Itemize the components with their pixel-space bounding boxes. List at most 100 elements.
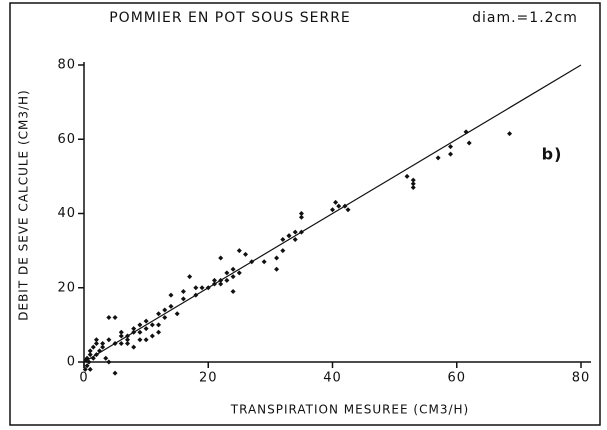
- point: [280, 248, 286, 254]
- point: [97, 348, 103, 354]
- point: [162, 307, 168, 313]
- point: [93, 337, 99, 343]
- x-tick-label: 0: [79, 371, 88, 386]
- point: [156, 322, 162, 328]
- point: [448, 151, 454, 157]
- point: [87, 366, 93, 372]
- point: [298, 214, 304, 220]
- point: [193, 292, 199, 298]
- frame: [9, 2, 601, 426]
- point: [131, 329, 137, 335]
- point: [112, 314, 118, 320]
- x-axis-label: TRANSPIRATION MESUREE (CM3/H): [230, 403, 469, 417]
- point: [118, 333, 124, 339]
- point: [236, 270, 242, 276]
- chart-subtitle: diam.=1.2cm: [472, 10, 578, 26]
- point: [274, 266, 280, 272]
- point: [292, 236, 298, 242]
- point: [143, 318, 149, 324]
- point: [168, 292, 174, 298]
- point: [84, 363, 90, 369]
- point: [112, 340, 118, 346]
- point: [187, 274, 193, 280]
- point: [286, 233, 292, 239]
- point: [448, 144, 454, 150]
- point: [90, 355, 96, 361]
- point: [410, 185, 416, 191]
- point: [342, 203, 348, 209]
- y-axis-label: DEBIT DE SEVE CALCULE (CM3/H): [17, 89, 31, 321]
- y-tick-label: 0: [67, 355, 76, 370]
- chart-title: POMMIER EN POT SOUS SERRE: [109, 10, 351, 26]
- point: [218, 277, 224, 283]
- point: [218, 281, 224, 287]
- point: [82, 366, 88, 372]
- point: [90, 344, 96, 350]
- point: [156, 329, 162, 335]
- point: [224, 270, 230, 276]
- point: [87, 352, 93, 358]
- point: [162, 314, 168, 320]
- x-tick-label: 40: [323, 371, 342, 386]
- point: [205, 285, 211, 291]
- point: [118, 329, 124, 335]
- point: [124, 333, 130, 339]
- x-tick-label: 20: [199, 371, 218, 386]
- point: [230, 274, 236, 280]
- y-tick-label: 60: [57, 132, 76, 147]
- point: [118, 340, 124, 346]
- point: [298, 211, 304, 216]
- point: [280, 236, 286, 242]
- point: [466, 140, 472, 146]
- point: [236, 248, 242, 254]
- point: [274, 255, 280, 261]
- point: [180, 288, 186, 294]
- point: [298, 229, 304, 235]
- point: [149, 322, 155, 328]
- point: [218, 255, 224, 261]
- point: [211, 281, 217, 287]
- y-tick-label: 40: [57, 206, 76, 221]
- point: [100, 340, 106, 346]
- point: [124, 340, 130, 346]
- point: [193, 285, 199, 291]
- point: [410, 177, 416, 183]
- point: [292, 229, 298, 235]
- y-tick-label: 20: [57, 280, 76, 295]
- point: [93, 340, 99, 346]
- point: [137, 337, 143, 343]
- point: [404, 173, 410, 179]
- point: [156, 311, 162, 317]
- point: [137, 322, 143, 328]
- point: [211, 277, 217, 283]
- point: [345, 207, 351, 213]
- x-tick-label: 80: [572, 371, 591, 386]
- point: [87, 348, 93, 354]
- point: [106, 314, 112, 320]
- point: [131, 326, 137, 332]
- point: [261, 259, 267, 265]
- point: [410, 181, 416, 187]
- point: [243, 251, 249, 257]
- point: [106, 337, 112, 343]
- point: [103, 355, 109, 361]
- point: [124, 337, 130, 343]
- point: [174, 311, 180, 317]
- point: [180, 296, 186, 302]
- point: [199, 285, 205, 291]
- point: [333, 199, 339, 205]
- point: [463, 129, 469, 135]
- point: [224, 277, 230, 283]
- x-tick-label: 60: [447, 371, 466, 386]
- point: [112, 370, 118, 376]
- point: [330, 207, 335, 213]
- point: [149, 333, 155, 339]
- point: [143, 337, 149, 343]
- point: [230, 266, 236, 272]
- point: [106, 359, 112, 365]
- y-tick-label: 80: [57, 58, 76, 73]
- point: [168, 303, 174, 309]
- point: [86, 359, 92, 365]
- point: [143, 326, 149, 332]
